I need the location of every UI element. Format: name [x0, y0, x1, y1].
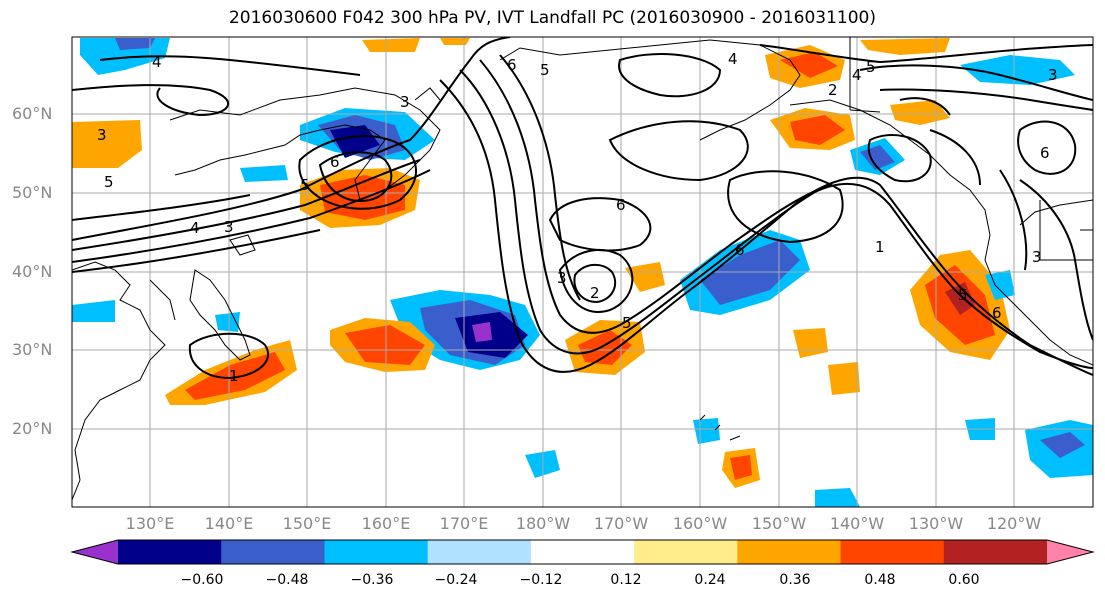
contour-label: 6	[616, 196, 626, 214]
map-frame	[71, 36, 1094, 508]
colorbar-tick-label: 0.60	[948, 572, 980, 588]
contour-label: 5	[958, 286, 968, 304]
lat-label: 40°N	[12, 262, 53, 281]
colorbar-tick-label: −0.48	[265, 572, 309, 588]
lon-label: 120°W	[986, 514, 1042, 533]
contour-label: 1	[875, 238, 885, 256]
lon-label: 150°W	[751, 514, 807, 533]
colorbar-tick-label: −0.24	[434, 572, 478, 588]
contour-label: 5	[104, 173, 114, 191]
contour-label: 1	[229, 367, 239, 385]
lat-label: 50°N	[12, 183, 53, 202]
lon-label: 170°W	[593, 514, 649, 533]
colorbar-tick-label: −0.12	[519, 572, 563, 588]
graticule	[72, 37, 1093, 507]
contour-label: 4	[852, 66, 862, 84]
contour-label: 5	[622, 314, 632, 332]
contour-label: 6	[1040, 144, 1050, 162]
colorbar-tick-label: 0.48	[864, 572, 896, 588]
contour-label: 2	[828, 81, 838, 99]
lat-label: 30°N	[12, 340, 53, 359]
anomaly-shading	[72, 38, 1093, 507]
colorbar-cells	[118, 540, 1048, 564]
colorbar-tick-label: −0.60	[180, 572, 224, 588]
lon-label: 140°W	[829, 514, 885, 533]
contour-label: 5	[300, 176, 310, 194]
colorbar-cell	[530, 540, 635, 564]
lon-label: 130°E	[125, 514, 175, 533]
lon-label: 170°E	[439, 514, 489, 533]
map-content: 4 3 5 6 3 4 5 6 3 2 5 6 4 5 2 3 4 6 6 5 …	[72, 37, 1093, 507]
lon-label: 130°W	[908, 514, 964, 533]
lat-label: 60°N	[12, 104, 53, 123]
lon-label: 160°E	[361, 514, 411, 533]
colorbar-cell	[118, 540, 222, 564]
contour-labels: 4 3 5 6 3 4 5 6 3 2 5 6 4 5 2 3 4 6 6 5 …	[97, 50, 1058, 385]
contour-label: 6	[507, 56, 517, 74]
colorbar-cell	[427, 540, 532, 564]
contour-label: 3	[1048, 66, 1058, 84]
lon-label: 140°E	[204, 514, 254, 533]
lat-label: 20°N	[12, 419, 53, 438]
colorbar	[70, 539, 1095, 565]
contour-label: 4	[152, 53, 162, 71]
colorbar-tick-label: 0.36	[779, 572, 811, 588]
colorbar-cell	[324, 540, 429, 564]
coastlines	[72, 37, 1093, 501]
colorbar-outline	[70, 539, 1095, 565]
contour-label: 4	[728, 50, 738, 68]
contour-label: 3	[1032, 248, 1042, 266]
contour-label: 3	[557, 269, 567, 287]
pv-contours	[72, 37, 1093, 380]
colorbar-cell	[221, 540, 325, 564]
colorbar-arrow-left	[72, 540, 118, 564]
contour-label: 3	[224, 218, 234, 236]
colorbar-tick-label: 0.24	[694, 572, 726, 588]
contour-label: 5	[540, 61, 550, 79]
contour-label: 5	[866, 58, 876, 76]
colorbar-tick-label: 0.12	[610, 572, 642, 588]
contour-label: 6	[330, 153, 340, 171]
colorbar-arrow-right	[1047, 540, 1093, 564]
contour-label: 3	[400, 93, 410, 111]
colorbar-tick-label: −0.36	[350, 572, 394, 588]
contour-label: 6	[992, 304, 1002, 322]
colorbar-cell	[943, 540, 1048, 564]
chart-title: 2016030600 F042 300 hPa PV, IVT Landfall…	[228, 8, 876, 28]
lon-label: 150°E	[282, 514, 332, 533]
contour-label: 4	[190, 219, 200, 237]
colorbar-cell	[840, 540, 945, 564]
lon-label: 160°W	[672, 514, 728, 533]
colorbar-cell	[737, 540, 842, 564]
colorbar-cell	[634, 540, 738, 564]
contour-label: 6	[735, 241, 745, 259]
contour-label: 2	[590, 284, 600, 302]
lon-label: 180°W	[515, 514, 571, 533]
contour-label: 3	[97, 126, 107, 144]
